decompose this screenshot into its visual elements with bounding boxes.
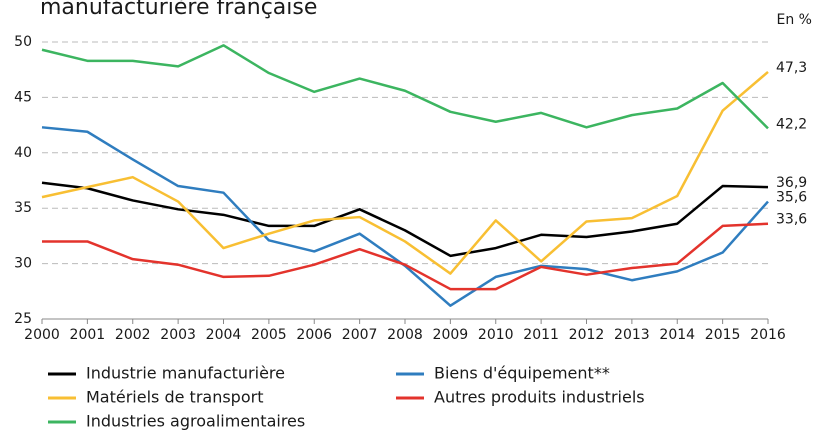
legend-label: Industries agroalimentaires	[86, 412, 305, 431]
value-label: 36,9	[776, 175, 807, 191]
value-label: 35,6	[776, 190, 807, 206]
x-tick-label: 2003	[160, 327, 196, 343]
series-line	[42, 222, 769, 291]
series-line	[41, 126, 769, 307]
y-tick-label: 40	[14, 145, 32, 161]
value-label: 47,3	[776, 60, 807, 76]
legend-label: Matériels de transport	[86, 388, 263, 407]
x-tick-label: 2001	[70, 327, 106, 343]
series-line	[41, 181, 769, 258]
unit-label: En %	[777, 12, 812, 28]
x-tick-label: 2004	[206, 327, 242, 343]
x-tick-label: 2005	[251, 327, 287, 343]
y-tick-label: 50	[14, 34, 32, 50]
legend-label: Biens d'équipement**	[434, 364, 610, 383]
x-tick-label: 2006	[296, 327, 332, 343]
x-tick-label: 2016	[750, 327, 786, 343]
series-line	[41, 70, 769, 275]
chart-title: manufacturière française	[40, 0, 317, 20]
value-label: 42,2	[776, 116, 807, 132]
x-tick-label: 2009	[433, 327, 469, 343]
x-tick-label: 2000	[24, 327, 60, 343]
x-tick-label: 2010	[478, 327, 514, 343]
x-tick-label: 2012	[569, 327, 605, 343]
y-tick-label: 25	[14, 311, 32, 327]
x-tick-label: 2011	[523, 327, 559, 343]
legend-label: Autres produits industriels	[434, 388, 645, 407]
x-tick-label: 2015	[705, 327, 741, 343]
legend-label: Industrie manufacturière	[86, 364, 285, 383]
x-tick-label: 2014	[659, 327, 695, 343]
x-tick-label: 2008	[387, 327, 423, 343]
x-tick-label: 2013	[614, 327, 650, 343]
y-tick-label: 45	[14, 89, 32, 105]
series-line	[41, 44, 769, 130]
y-tick-label: 35	[14, 200, 32, 216]
value-label: 33,6	[776, 212, 807, 228]
x-tick-label: 2002	[115, 327, 151, 343]
y-tick-label: 30	[14, 256, 32, 272]
x-tick-label: 2007	[342, 327, 378, 343]
